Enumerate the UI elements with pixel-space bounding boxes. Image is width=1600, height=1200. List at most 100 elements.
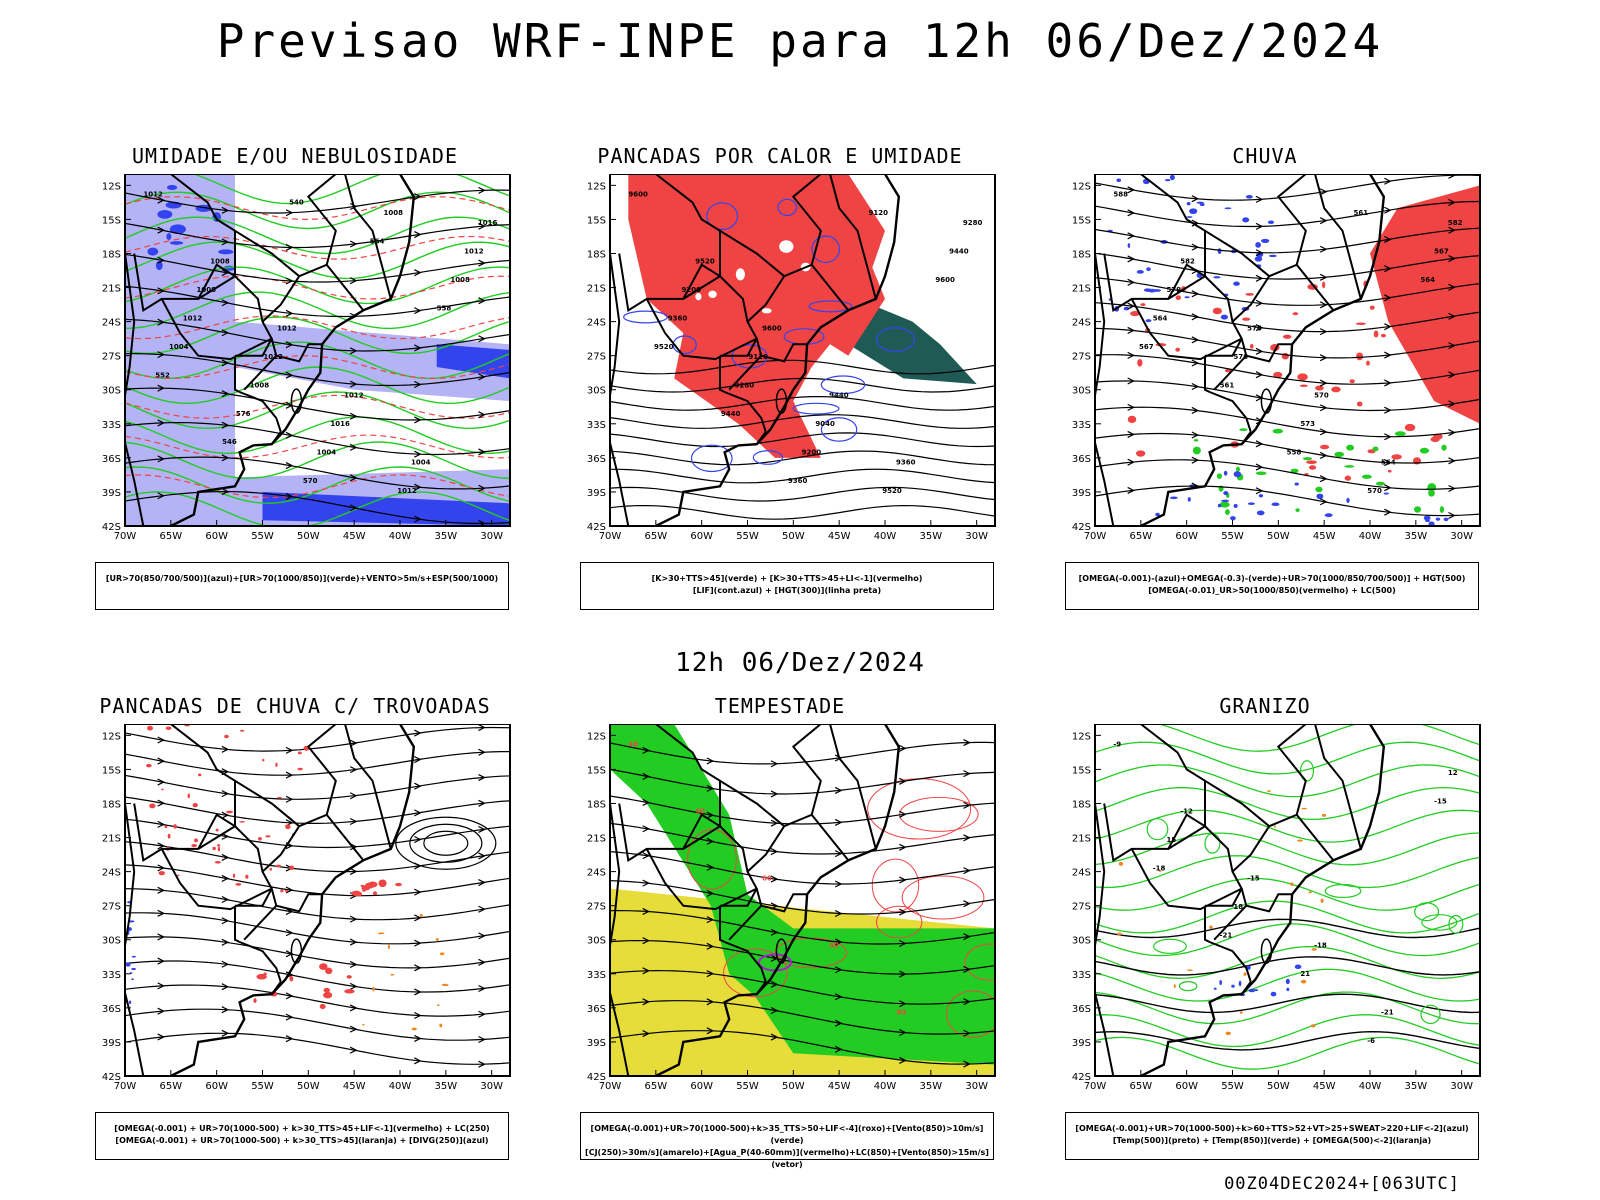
streamline	[1095, 354, 1480, 385]
state-border	[618, 803, 722, 862]
state-border	[125, 803, 145, 1076]
rain-omega	[1169, 496, 1178, 500]
wind-vector-head	[834, 993, 843, 1001]
height-isoline	[610, 504, 995, 520]
lif-contour	[752, 450, 784, 465]
rain-area	[1136, 450, 1146, 457]
lif-contour	[811, 235, 841, 264]
rain-area	[1395, 318, 1400, 321]
rain-omega	[1254, 256, 1263, 262]
lat-label: 30S	[102, 386, 121, 397]
unstable-area	[411, 1027, 417, 1031]
lon-label: 35W	[1405, 531, 1428, 542]
streamline-head	[1448, 198, 1456, 206]
storm-area	[367, 881, 378, 888]
state-border	[1314, 174, 1362, 300]
wind-vector-head	[963, 998, 971, 1006]
streamline-head	[478, 1035, 486, 1044]
instability-low	[848, 298, 977, 385]
wind-vector-head	[478, 259, 486, 267]
lat-label: 42S	[587, 1072, 606, 1083]
streamline	[125, 751, 510, 776]
streamline-head	[349, 1025, 358, 1033]
humidity-core	[169, 224, 186, 235]
lon-label: 45W	[1313, 531, 1336, 542]
storm-area	[224, 734, 229, 739]
wind-vector-head	[414, 483, 422, 491]
state-border	[1231, 174, 1307, 323]
rain-omega	[1271, 502, 1280, 507]
wind-vector-head	[285, 309, 294, 317]
contour-label: 1012	[143, 191, 163, 199]
wind-vector-head	[899, 777, 907, 785]
streamline-head	[1191, 336, 1200, 344]
rain-strong	[1441, 444, 1447, 451]
lat-label: 18S	[1072, 249, 1091, 260]
lat-label: 33S	[587, 420, 606, 431]
wind-vector-head	[478, 222, 486, 230]
contour-label: 9040	[815, 420, 835, 428]
lat-label: 36S	[587, 1004, 606, 1015]
lat-label: 39S	[1072, 1038, 1091, 1049]
rain-area	[1430, 436, 1440, 443]
coastline	[170, 724, 416, 1076]
state-border	[829, 174, 877, 300]
rain-omega	[1199, 203, 1205, 207]
height-isoline	[610, 359, 995, 375]
map-frame	[124, 174, 511, 527]
lat-label: 15S	[587, 215, 606, 226]
contour-label: 9360	[788, 477, 808, 485]
lat-label: 15S	[1072, 765, 1091, 776]
temp850-isoline	[1414, 902, 1440, 922]
lat-label: 39S	[1072, 488, 1091, 499]
wind-vector-head	[414, 344, 422, 352]
state-border	[1204, 779, 1270, 827]
rain-area	[1431, 279, 1436, 284]
streamline	[125, 936, 510, 969]
state-border	[645, 848, 758, 911]
omega-area	[1116, 932, 1122, 936]
rain-area	[1175, 347, 1181, 352]
contour-label: 9600	[762, 325, 782, 333]
wind-vector-head	[963, 900, 971, 908]
contour-label: 9120	[748, 353, 768, 361]
storm-area	[285, 824, 291, 830]
wind-vector-head	[899, 939, 907, 948]
lat-label: 42S	[1072, 522, 1091, 533]
wind-vector-head	[963, 834, 971, 842]
contour-label: 573	[1300, 420, 1315, 428]
contour-label: 552	[155, 371, 170, 379]
state-border	[239, 941, 282, 983]
storm-area	[362, 889, 366, 892]
rain-area	[1140, 303, 1146, 307]
storm-area	[187, 793, 190, 799]
rain-strong	[1272, 428, 1284, 434]
contour-label: 9360	[668, 314, 688, 322]
contour-label: 1004	[317, 448, 337, 456]
streamline-head	[1191, 195, 1200, 203]
rain-area	[1322, 281, 1326, 289]
lon-label: 40W	[874, 531, 897, 542]
omega-area	[1266, 790, 1272, 792]
wind-vector-head	[157, 384, 166, 392]
streamline	[125, 726, 510, 752]
map-granizo: -9 -12 -15 -18 -21 12 15 18 21 -6 -15 -18 -21 12S 15S 1…	[1072, 724, 1481, 1092]
state-border	[1140, 724, 1243, 907]
wind-vector-head	[349, 443, 358, 451]
storm-area	[372, 891, 377, 896]
contour-label: 561	[1354, 209, 1369, 217]
streamline-head	[285, 1013, 294, 1021]
rain-omega	[1233, 471, 1242, 478]
red-dashed-isoline	[125, 394, 510, 419]
lat-label: 18S	[587, 249, 606, 260]
lon-label: 45W	[343, 531, 366, 542]
streamline-head	[478, 1010, 486, 1018]
rain-area	[1416, 314, 1426, 318]
rain-omega	[1324, 513, 1333, 518]
storm-area	[323, 991, 333, 999]
storm-area	[395, 882, 402, 887]
omega-area	[1308, 891, 1312, 894]
rain-omega	[1443, 517, 1449, 522]
lon-label: 70W	[599, 1081, 622, 1092]
rain-strong	[1290, 468, 1299, 474]
